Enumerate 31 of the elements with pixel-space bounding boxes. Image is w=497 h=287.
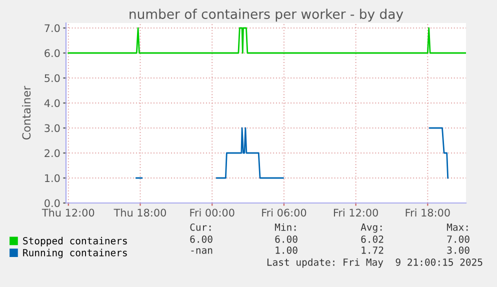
text: -nan [191, 248, 212, 254]
text: 6.02 [361, 235, 384, 243]
y-tick-label: 4.0 [44, 99, 60, 108]
text: 3.00 [447, 246, 470, 254]
y-axis-title: Container [22, 86, 31, 140]
x-tick-label: Fri 06:00 [262, 208, 306, 217]
text: 7.00 [447, 235, 470, 243]
legend-label: Running containers [23, 248, 127, 258]
legend-label: Stopped containers [23, 236, 127, 246]
x-tick-label: Thu 12:00 [42, 208, 94, 217]
y-tick-label: 3.0 [44, 124, 60, 132]
x-tick-label: Thu 18:00 [114, 208, 166, 217]
x-tick-label: Fri 18:00 [406, 208, 450, 217]
text: Min: [274, 223, 296, 231]
y-tick-label: 6.0 [44, 49, 60, 58]
text: Cur: [190, 223, 211, 231]
text: 6.00 [190, 235, 212, 243]
y-tick-label: 7.0 [44, 24, 60, 32]
text: 1.72 [362, 246, 384, 254]
text: 1.00 [276, 246, 298, 254]
text: Avg: [360, 224, 382, 233]
y-tick-label: 1.0 [45, 174, 60, 182]
text: Max: [446, 224, 468, 231]
y-tick-label: 2.0 [44, 149, 60, 158]
y-tick-label: 0.0 [44, 199, 60, 208]
x-tick-label: Fri 00:00 [190, 208, 234, 217]
text: 6.00 [275, 235, 298, 243]
x-tick-label: Fri 12:00 [334, 208, 378, 217]
text: Last update: Fri May 9 21:00:15 2025 [267, 258, 482, 268]
chart-title: number of containers per worker - by day [130, 8, 404, 22]
y-tick-label: 5.0 [44, 74, 60, 82]
